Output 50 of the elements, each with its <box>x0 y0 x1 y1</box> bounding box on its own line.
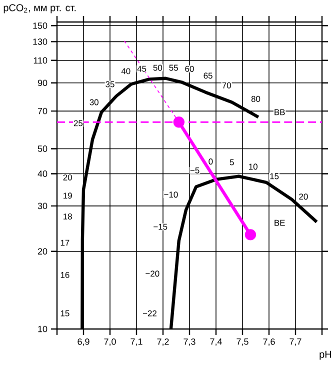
y-tick-label: 50 <box>38 146 48 152</box>
annotation: 15 <box>270 173 279 180</box>
y-axis-title: pCO$_{2}$, мм рт. ст. <box>4 4 76 14</box>
x-tick-label: 6,9 <box>78 338 90 346</box>
y-tick-label: 30 <box>38 202 48 210</box>
annotation: BE <box>274 220 285 226</box>
annotation: 18 <box>64 214 72 220</box>
x-tick-label: 7,5 <box>236 338 248 346</box>
x-tick-label: 7,0 <box>104 338 116 346</box>
annotation: 0 <box>208 158 213 165</box>
annotation: −20 <box>146 270 160 277</box>
annotation: 17 <box>60 240 70 246</box>
annotation: 35 <box>106 81 114 88</box>
y-tick-label: 70 <box>38 108 48 114</box>
y-tick-label: 10 <box>38 326 48 332</box>
x-tick-label: 7,4 <box>210 338 222 346</box>
y-tick-label: 90 <box>38 80 48 86</box>
x-axis-title: pH <box>320 350 331 360</box>
annotation: 30 <box>90 99 98 106</box>
y-tick-label: 40 <box>38 170 48 177</box>
y-tick-label: 150 <box>33 22 48 29</box>
annotation: 40 <box>121 68 130 74</box>
annotation: 55 <box>169 64 178 71</box>
annotation: −15 <box>154 224 168 230</box>
y-tick-label: 110 <box>34 57 48 64</box>
x-tick-label: 7,2 <box>157 338 169 346</box>
x-tick-label: 7,3 <box>184 338 196 346</box>
x-tick-label: 7,6 <box>263 338 275 346</box>
annotation: 16 <box>60 272 70 278</box>
annotation: 45 <box>137 66 146 72</box>
y-tick-label: 20 <box>38 248 48 255</box>
x-tick-label: 7,7 <box>290 338 302 346</box>
annotation: 70 <box>222 82 231 88</box>
annotation: 25 <box>74 120 83 126</box>
annotation: 20 <box>63 174 72 180</box>
annotation: 65 <box>204 72 212 79</box>
annotation: 60 <box>185 66 194 72</box>
annotation: 50 <box>153 64 162 71</box>
annotation: −10 <box>164 192 178 198</box>
annotation: 20 <box>299 194 308 200</box>
annotation: BB <box>274 109 285 116</box>
annotation: −5 <box>190 167 200 174</box>
annotation: 5 <box>230 159 234 166</box>
annotation: 10 <box>249 164 258 170</box>
annotation: 19 <box>64 192 72 199</box>
annotation: −22 <box>142 310 157 316</box>
annotation: 15 <box>60 310 70 316</box>
annotation: 80 <box>251 96 260 102</box>
x-tick-label: 7,1 <box>130 338 142 346</box>
y-tick-label: 130 <box>33 38 48 45</box>
